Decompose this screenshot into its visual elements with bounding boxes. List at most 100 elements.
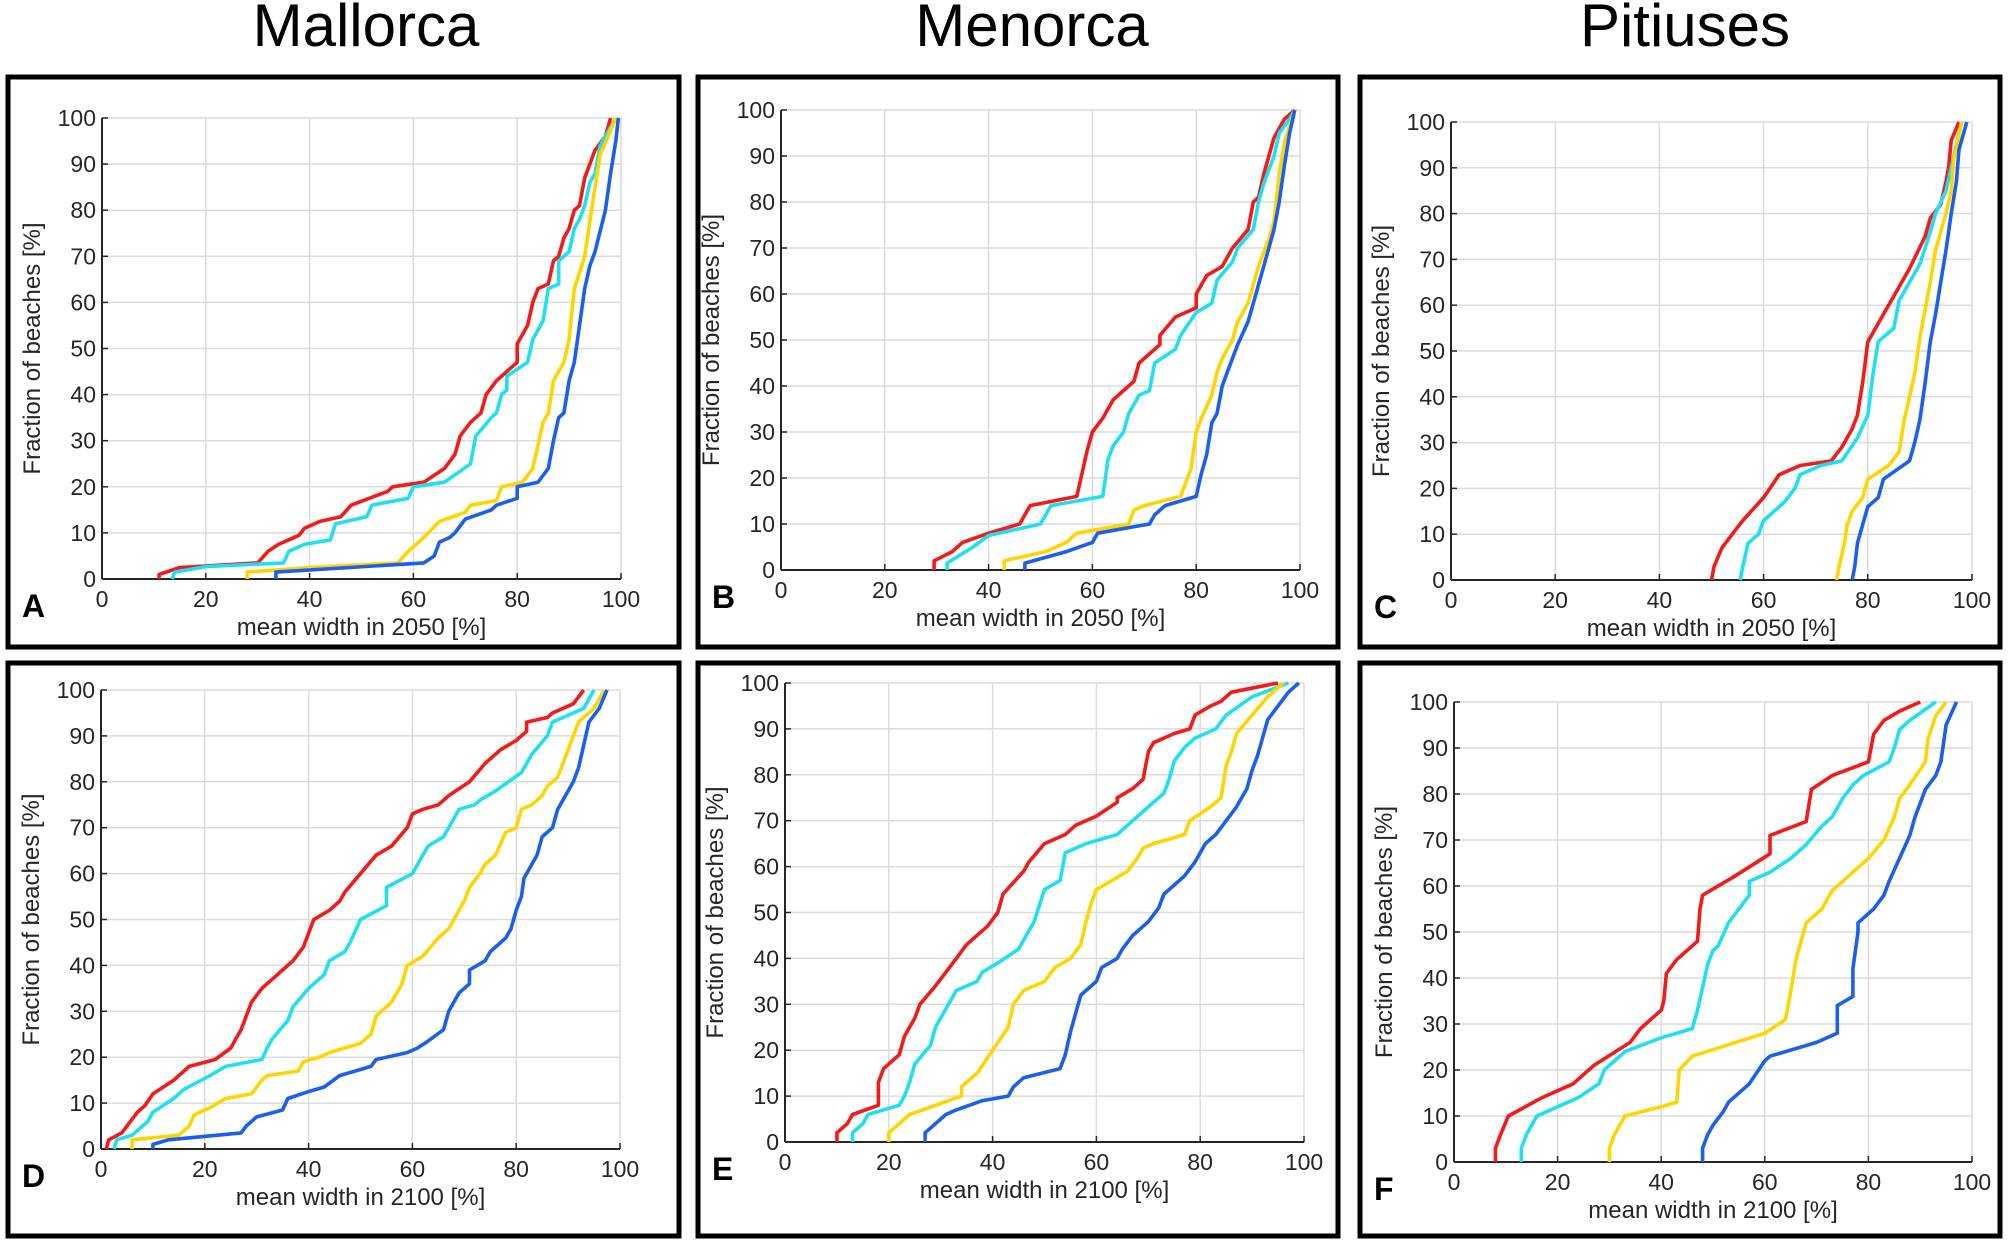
y-tick-label: 40 [1422, 965, 1448, 991]
panel-f: 0 20 40 60 80 100 0 10 20 30 40 50 60 70 80 90 100 mean w… [1357, 660, 2003, 1239]
x-tick-label: 100 [1953, 1169, 1991, 1195]
y-tick-label: 80 [753, 762, 779, 788]
series-line-blue [1700, 701, 1959, 1162]
y-tick-label: 70 [1419, 246, 1445, 272]
x-tick-label: 60 [400, 1156, 426, 1182]
panel-frame [5, 660, 682, 1239]
x-tick-label: 0 [95, 1156, 108, 1182]
x-tick-label: 0 [775, 577, 788, 603]
series-line-blue [923, 681, 1300, 1142]
series-line-blue [1023, 109, 1297, 570]
y-axis-label: Fraction of beaches [%] [19, 222, 46, 474]
x-tick-label: 60 [401, 586, 427, 612]
y-tick-label: 90 [69, 723, 95, 749]
panel-frame [1357, 660, 2003, 1239]
series-line-blue [274, 117, 621, 579]
y-tick-label: 10 [69, 1090, 95, 1116]
panel-letter: B [712, 579, 735, 615]
x-tick-label: 0 [1448, 1169, 1461, 1195]
y-tick-label: 20 [1419, 475, 1445, 501]
y-tick-label: 40 [749, 373, 775, 399]
y-tick-label: 0 [83, 566, 96, 592]
series-line-yellow [1002, 109, 1297, 570]
x-tick-label: 0 [96, 586, 109, 612]
y-tick-label: 80 [69, 769, 95, 795]
column-title-mallorca: Mallorca [253, 0, 480, 59]
y-tick-label: 50 [1419, 338, 1445, 364]
y-axis-label: Fraction of beaches [%] [698, 214, 725, 466]
y-tick-label: 70 [753, 808, 779, 834]
panel-d: 0 20 40 60 80 100 0 10 20 30 40 50 60 70 80 90 100 mean w… [5, 660, 682, 1239]
x-tick-label: 40 [1648, 1169, 1674, 1195]
y-tick-label: 80 [70, 197, 96, 223]
y-tick-label: 70 [749, 235, 775, 261]
y-tick-label: 20 [69, 1044, 95, 1070]
y-tick-label: 40 [70, 382, 96, 408]
x-tick-label: 100 [602, 586, 640, 612]
x-axis-label: mean width in 2100 [%] [236, 1184, 485, 1211]
panel-letter: E [712, 1151, 733, 1187]
y-tick-label: 100 [741, 670, 779, 696]
y-tick-label: 0 [766, 1129, 779, 1155]
y-tick-label: 40 [753, 945, 779, 971]
x-tick-label: 20 [872, 577, 898, 603]
y-tick-label: 80 [1419, 201, 1445, 227]
series-line-yellow [886, 681, 1285, 1142]
series-line-yellow [130, 689, 606, 1149]
y-tick-label: 60 [1422, 873, 1448, 899]
series-line-yellow [245, 117, 618, 579]
x-tick-label: 80 [1183, 577, 1209, 603]
y-tick-label: 70 [70, 243, 96, 269]
y-tick-label: 30 [753, 991, 779, 1017]
y-axis-label: Fraction of beaches [%] [702, 786, 729, 1038]
y-tick-label: 90 [753, 716, 779, 742]
y-tick-label: 0 [762, 557, 775, 583]
panel-e: 0 20 40 60 80 100 0 10 20 30 40 50 60 70 80 90 100 mean w… [695, 660, 1341, 1239]
y-tick-label: 80 [1422, 781, 1448, 807]
y-tick-label: 60 [1419, 292, 1445, 318]
x-tick-label: 100 [601, 1156, 639, 1182]
panel-letter: F [1374, 1171, 1394, 1207]
x-tick-label: 20 [1545, 1169, 1571, 1195]
x-tick-label: 20 [1542, 587, 1568, 613]
y-tick-label: 50 [1422, 919, 1448, 945]
x-tick-label: 0 [779, 1149, 792, 1175]
y-tick-label: 30 [69, 998, 95, 1024]
y-tick-label: 10 [1422, 1103, 1448, 1129]
y-tick-label: 100 [1410, 689, 1448, 715]
panel-b: 0 20 40 60 80 100 0 10 20 30 40 50 60 70 80 90 100 mean w… [695, 74, 1341, 650]
y-tick-label: 90 [749, 143, 775, 169]
x-axis-label: mean width in 2050 [%] [1587, 615, 1836, 642]
x-tick-label: 20 [876, 1149, 902, 1175]
y-axis-label: Fraction of beaches [%] [18, 793, 45, 1045]
y-tick-label: 90 [1419, 155, 1445, 181]
y-tick-label: 100 [58, 105, 96, 131]
y-tick-label: 50 [749, 327, 775, 353]
x-tick-label: 60 [1084, 1149, 1110, 1175]
x-tick-label: 40 [1647, 587, 1673, 613]
y-tick-label: 40 [1419, 384, 1445, 410]
series-line-red [1493, 700, 1921, 1162]
series-line-cyan [945, 109, 1297, 570]
series-line-cyan [1519, 700, 1937, 1162]
series-line-cyan [112, 689, 596, 1150]
y-tick-label: 10 [749, 511, 775, 537]
x-tick-label: 60 [1080, 577, 1106, 603]
series-line-yellow [1834, 121, 1964, 581]
y-tick-label: 60 [70, 289, 96, 315]
y-tick-label: 60 [753, 854, 779, 880]
x-axis-label: mean width in 2100 [%] [920, 1177, 1169, 1204]
series-line-cyan [1738, 121, 1964, 581]
y-tick-label: 10 [1419, 521, 1445, 547]
y-tick-label: 10 [70, 520, 96, 546]
y-axis-label: Fraction of beaches [%] [1371, 806, 1398, 1058]
series-line-red [104, 688, 586, 1150]
series-line-red [157, 117, 613, 579]
y-tick-label: 30 [1419, 430, 1445, 456]
y-tick-label: 90 [70, 151, 96, 177]
x-tick-label: 20 [193, 586, 219, 612]
x-axis-label: mean width in 2050 [%] [237, 614, 486, 641]
y-tick-label: 0 [1435, 1149, 1448, 1175]
y-tick-label: 20 [753, 1037, 779, 1063]
